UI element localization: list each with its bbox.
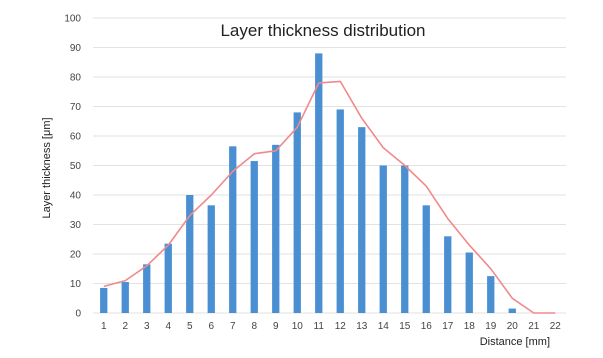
bar-8	[250, 161, 258, 313]
gridlines	[93, 17, 566, 314]
y-tick-label-60: 60	[70, 132, 82, 143]
bar-15	[401, 165, 409, 313]
bar-7	[229, 146, 237, 313]
x-tick-label-18: 18	[464, 321, 476, 332]
y-tick-label-30: 30	[70, 220, 82, 231]
x-tick-labels: 1 2 3 4 5 6 7 8 9 10 11 12 13 14 15 16 17 18 19 20 21 22	[101, 321, 561, 332]
chart-title: Layer thickness distribution	[220, 21, 425, 40]
bar-6	[207, 205, 215, 313]
bar-14	[379, 165, 387, 313]
y-axis-label: Layer thickness [μm]	[41, 117, 53, 218]
x-tick-label-19: 19	[485, 321, 497, 332]
x-tick-label-10: 10	[292, 321, 304, 332]
x-tick-label-2: 2	[122, 321, 128, 332]
bar-16	[422, 205, 430, 313]
y-tick-label-100: 100	[64, 14, 81, 25]
bar-11	[315, 53, 323, 314]
x-tick-label-21: 21	[528, 321, 540, 332]
y-tick-label-20: 20	[70, 250, 82, 261]
bar-3	[143, 264, 151, 313]
bar-20	[508, 308, 516, 313]
x-axis-label: Distance [mm]	[480, 336, 550, 348]
y-tick-label-90: 90	[70, 43, 82, 54]
y-tick-label-70: 70	[70, 102, 82, 113]
bar-18	[465, 252, 473, 313]
bar-1	[100, 287, 108, 313]
bar-2	[121, 282, 129, 313]
x-tick-label-8: 8	[251, 321, 257, 332]
x-tick-label-14: 14	[378, 321, 390, 332]
trend-line-series-1	[103, 80, 556, 314]
bar-4	[164, 243, 172, 313]
x-tick-label-11: 11	[314, 321, 325, 332]
x-tick-label-12: 12	[335, 321, 347, 332]
x-tick-label-6: 6	[208, 321, 214, 332]
x-tick-label-13: 13	[356, 321, 368, 332]
y-tick-label-0: 0	[75, 309, 81, 320]
y-tick-label-40: 40	[70, 191, 82, 202]
y-tick-label-10: 10	[70, 279, 82, 290]
y-tick-labels: 0 10 20 30 40 50 60 70 80 90 100	[64, 14, 81, 320]
line-series	[103, 80, 556, 314]
bar-10	[293, 112, 301, 314]
y-tick-label-50: 50	[70, 161, 82, 172]
bar-19	[487, 276, 495, 313]
bar-13	[358, 127, 366, 314]
x-tick-label-7: 7	[230, 321, 236, 332]
x-tick-label-9: 9	[273, 321, 279, 332]
x-tick-label-15: 15	[399, 321, 411, 332]
bar-5	[186, 195, 194, 313]
bar-12	[336, 109, 344, 313]
x-tick-label-3: 3	[144, 321, 150, 332]
x-tick-label-5: 5	[187, 321, 193, 332]
bar-series	[100, 53, 516, 314]
x-tick-label-20: 20	[507, 321, 519, 332]
x-tick-label-17: 17	[442, 321, 454, 332]
x-tick-label-4: 4	[165, 321, 171, 332]
x-tick-label-16: 16	[421, 321, 433, 332]
bar-17	[444, 236, 452, 313]
x-tick-label-1: 1	[101, 321, 107, 332]
x-tick-label-22: 22	[550, 321, 562, 332]
bar-9	[272, 144, 280, 313]
y-tick-label-80: 80	[70, 73, 82, 84]
